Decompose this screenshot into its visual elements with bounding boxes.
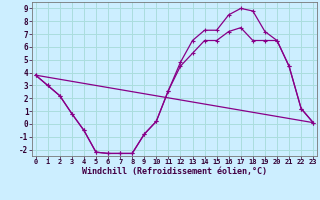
X-axis label: Windchill (Refroidissement éolien,°C): Windchill (Refroidissement éolien,°C) [82,167,267,176]
